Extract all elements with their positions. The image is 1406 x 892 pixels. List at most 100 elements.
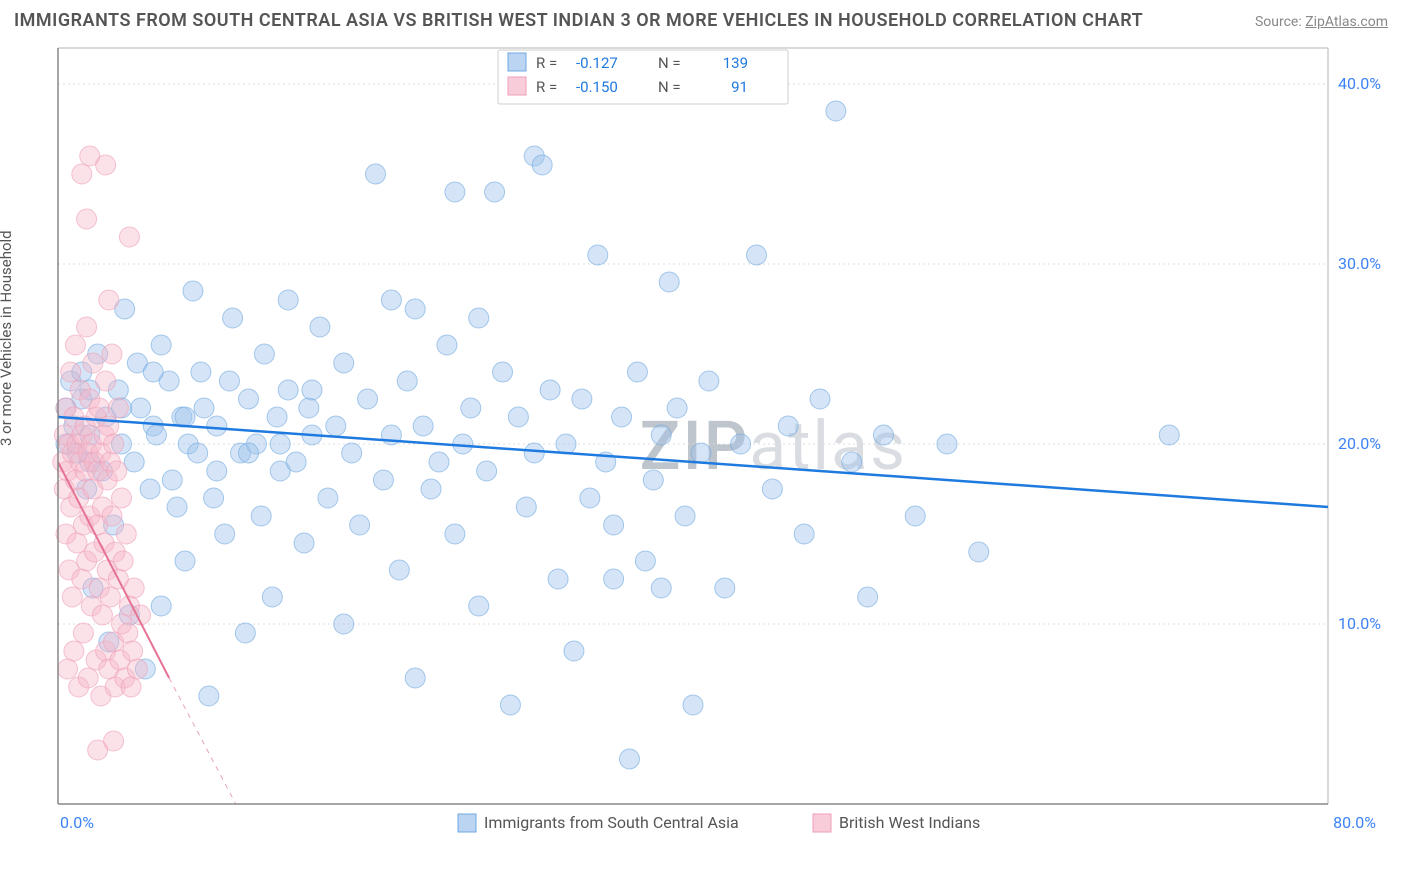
- data-point: [278, 290, 298, 310]
- data-point: [358, 389, 378, 409]
- svg-text:40.0%: 40.0%: [1338, 74, 1381, 93]
- data-point: [778, 416, 798, 436]
- legend-label: Immigrants from South Central Asia: [484, 813, 739, 832]
- svg-text:N =: N =: [658, 54, 681, 72]
- data-point: [146, 425, 166, 445]
- data-point: [643, 470, 663, 490]
- svg-text:10.0%: 10.0%: [1338, 614, 1381, 633]
- svg-text:N =: N =: [658, 78, 681, 96]
- data-point: [124, 452, 144, 472]
- data-point: [78, 668, 98, 688]
- data-point: [405, 299, 425, 319]
- svg-text:30.0%: 30.0%: [1338, 254, 1381, 273]
- data-point: [143, 362, 163, 382]
- data-point: [207, 461, 227, 481]
- data-point: [131, 398, 151, 418]
- source-credit: Source: ZipAtlas.com: [1255, 14, 1388, 30]
- data-point: [572, 389, 592, 409]
- source-link[interactable]: ZipAtlas.com: [1305, 14, 1388, 30]
- data-point: [127, 659, 147, 679]
- data-point: [969, 542, 989, 562]
- data-point: [188, 443, 208, 463]
- data-point: [500, 695, 520, 715]
- svg-text:0.0%: 0.0%: [60, 813, 94, 832]
- data-point: [102, 344, 122, 364]
- data-point: [310, 317, 330, 337]
- data-point: [72, 569, 92, 589]
- data-point: [627, 362, 647, 382]
- data-point: [113, 551, 133, 571]
- data-point: [108, 398, 128, 418]
- data-point: [524, 443, 544, 463]
- data-point: [278, 380, 298, 400]
- data-point: [96, 371, 116, 391]
- data-point: [905, 506, 925, 526]
- svg-text:-0.150: -0.150: [576, 78, 618, 96]
- data-point: [65, 335, 85, 355]
- source-label: Source:: [1255, 14, 1305, 30]
- data-point: [564, 641, 584, 661]
- data-point: [204, 488, 224, 508]
- data-point: [123, 641, 143, 661]
- data-point: [699, 371, 719, 391]
- data-point: [635, 551, 655, 571]
- data-point: [675, 506, 695, 526]
- data-point: [239, 443, 259, 463]
- data-point: [794, 524, 814, 544]
- data-point: [267, 407, 287, 427]
- data-point: [326, 416, 346, 436]
- data-point: [1159, 425, 1179, 445]
- svg-text:139: 139: [723, 54, 748, 72]
- data-point: [731, 434, 751, 454]
- data-point: [858, 587, 878, 607]
- data-point: [334, 353, 354, 373]
- data-point: [381, 290, 401, 310]
- svg-text:-0.127: -0.127: [576, 54, 618, 72]
- data-point: [334, 614, 354, 634]
- data-point: [477, 461, 497, 481]
- data-point: [77, 317, 97, 337]
- legend-swatch: [458, 814, 476, 832]
- data-point: [548, 569, 568, 589]
- data-point: [508, 407, 528, 427]
- svg-text:R =: R =: [536, 54, 557, 72]
- data-point: [286, 452, 306, 472]
- data-point: [194, 398, 214, 418]
- data-point: [620, 749, 640, 769]
- data-point: [485, 182, 505, 202]
- data-point: [651, 425, 671, 445]
- data-point: [826, 101, 846, 121]
- data-point: [842, 452, 862, 472]
- data-point: [445, 182, 465, 202]
- data-point: [445, 524, 465, 544]
- data-point: [96, 155, 116, 175]
- data-point: [175, 407, 195, 427]
- data-point: [421, 479, 441, 499]
- data-point: [429, 452, 449, 472]
- data-point: [413, 416, 433, 436]
- data-point: [183, 281, 203, 301]
- data-point: [99, 290, 119, 310]
- data-point: [58, 659, 78, 679]
- data-point: [116, 524, 136, 544]
- data-point: [102, 506, 122, 526]
- data-point: [373, 470, 393, 490]
- data-point: [461, 398, 481, 418]
- data-point: [254, 344, 274, 364]
- legend-swatch: [813, 814, 831, 832]
- data-point: [405, 668, 425, 688]
- data-point: [270, 434, 290, 454]
- svg-text:20.0%: 20.0%: [1338, 434, 1381, 453]
- data-point: [937, 434, 957, 454]
- data-point: [612, 407, 632, 427]
- data-point: [77, 209, 97, 229]
- data-point: [493, 362, 513, 382]
- y-axis-label: 3 or more Vehicles in Household: [0, 230, 15, 446]
- data-point: [469, 308, 489, 328]
- data-point: [219, 371, 239, 391]
- chart-title: IMMIGRANTS FROM SOUTH CENTRAL ASIA VS BR…: [14, 10, 1143, 31]
- data-point: [62, 587, 82, 607]
- data-point: [318, 488, 338, 508]
- data-point: [92, 605, 112, 625]
- data-point: [107, 461, 127, 481]
